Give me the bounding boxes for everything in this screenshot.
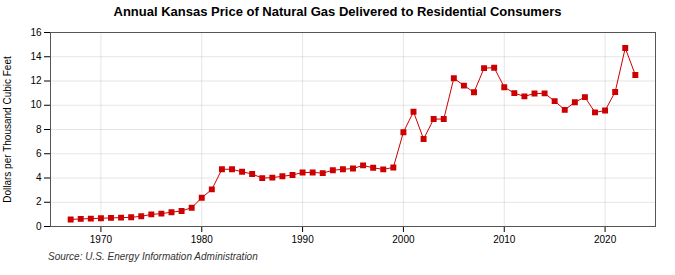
svg-text:10: 10: [30, 99, 42, 110]
svg-text:2020: 2020: [594, 234, 617, 245]
svg-text:1990: 1990: [291, 234, 314, 245]
svg-text:14: 14: [30, 51, 42, 62]
svg-text:6: 6: [36, 148, 42, 159]
svg-text:8: 8: [36, 124, 42, 135]
svg-text:16: 16: [30, 27, 42, 38]
svg-text:2010: 2010: [493, 234, 516, 245]
html-text:Source: U.S. Energy Informatio: Source: U.S. Energy Information Administ…: [48, 251, 258, 262]
svg-text:1970: 1970: [90, 234, 113, 245]
svg-text:4: 4: [36, 172, 42, 183]
svg-text:12: 12: [30, 75, 42, 86]
svg-text:0: 0: [36, 221, 42, 232]
svg-text:1980: 1980: [191, 234, 214, 245]
svg-text:2: 2: [36, 196, 42, 207]
html-text:Annual Kansas Price of Natural: Annual Kansas Price of Natural Gas Deliv…: [113, 4, 562, 19]
svg-text:2000: 2000: [392, 234, 415, 245]
svg-text:Dollars per Thousand Cubic Fee: Dollars per Thousand Cubic Feet: [2, 56, 13, 203]
